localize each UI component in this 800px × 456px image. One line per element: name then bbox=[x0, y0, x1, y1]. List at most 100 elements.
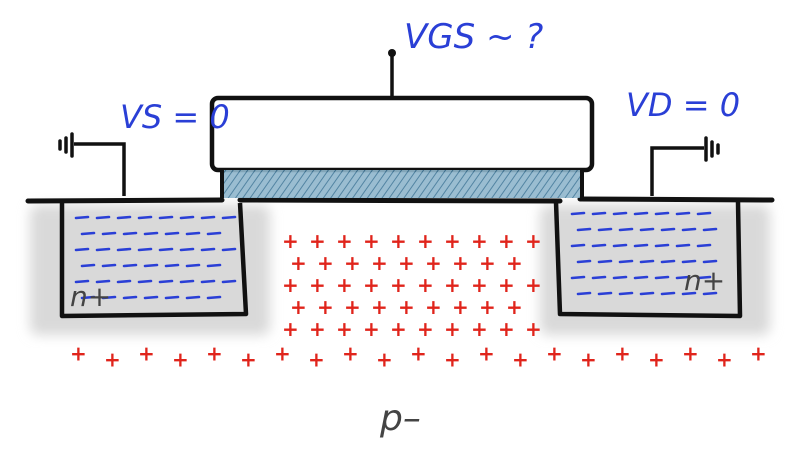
electron-mark bbox=[200, 215, 216, 220]
electron-mark bbox=[681, 227, 697, 232]
electron-mark bbox=[633, 211, 649, 216]
electron-mark bbox=[137, 215, 153, 220]
hole-mark: + bbox=[344, 251, 361, 275]
hole-mark: + bbox=[398, 295, 415, 319]
hole-mark: + bbox=[471, 229, 488, 253]
hole-mark: + bbox=[376, 347, 393, 371]
electron-mark bbox=[639, 291, 655, 296]
electron-mark bbox=[702, 259, 718, 264]
gate-oxide-outline bbox=[220, 170, 584, 198]
electron-mark bbox=[660, 259, 676, 264]
electron-mark bbox=[179, 247, 195, 252]
hole-mark: + bbox=[525, 229, 542, 253]
electron-mark bbox=[570, 275, 586, 280]
source-electrons bbox=[74, 215, 237, 300]
electron-mark bbox=[95, 279, 111, 284]
electron-mark bbox=[185, 295, 201, 300]
electron-mark bbox=[200, 247, 216, 252]
drain-terminal-wire bbox=[650, 146, 704, 196]
hole-mark: + bbox=[425, 295, 442, 319]
electron-mark bbox=[702, 227, 718, 232]
electron-mark bbox=[143, 231, 159, 236]
hole-mark: + bbox=[309, 273, 326, 297]
electron-mark bbox=[675, 243, 691, 248]
electron-mark bbox=[660, 227, 676, 232]
electron-mark bbox=[158, 247, 174, 252]
electron-mark bbox=[675, 275, 691, 280]
electron-mark bbox=[639, 259, 655, 264]
electron-mark bbox=[95, 247, 111, 252]
hole-mark: + bbox=[206, 341, 223, 365]
hole-mark: + bbox=[342, 341, 359, 365]
vs-label: VS = 0 bbox=[120, 98, 230, 136]
hole-mark: + bbox=[498, 317, 515, 341]
electron-mark bbox=[633, 275, 649, 280]
hole-mark: + bbox=[363, 229, 380, 253]
electron-mark bbox=[618, 227, 634, 232]
electron-mark bbox=[74, 247, 90, 252]
electron-mark bbox=[591, 211, 607, 216]
electron-mark bbox=[612, 275, 628, 280]
drain-well bbox=[553, 201, 743, 319]
well-shadow bbox=[30, 205, 770, 335]
hole-mark: + bbox=[371, 295, 388, 319]
electron-mark bbox=[164, 263, 180, 268]
electron-mark bbox=[576, 291, 592, 296]
hole-mark: + bbox=[471, 317, 488, 341]
hole-mark: + bbox=[444, 347, 461, 371]
hole-mark: + bbox=[682, 341, 699, 365]
source-terminal-wire bbox=[74, 142, 126, 196]
electron-mark bbox=[74, 215, 90, 220]
drain-region-label: n+ bbox=[684, 264, 725, 297]
electron-mark bbox=[206, 295, 222, 300]
electron-mark bbox=[116, 247, 132, 252]
electron-mark bbox=[702, 291, 718, 296]
electron-mark bbox=[675, 211, 691, 216]
electron-mark bbox=[696, 243, 712, 248]
hole-mark: + bbox=[390, 229, 407, 253]
electron-mark bbox=[576, 259, 592, 264]
vd-label: VD = 0 bbox=[626, 86, 740, 124]
electron-mark bbox=[80, 295, 96, 300]
electron-mark bbox=[591, 275, 607, 280]
hole-mark: + bbox=[471, 273, 488, 297]
hole-mark: + bbox=[138, 341, 155, 365]
electron-mark bbox=[633, 243, 649, 248]
source-region-label: n+ bbox=[70, 280, 111, 313]
electron-mark bbox=[137, 279, 153, 284]
hole-mark: + bbox=[290, 251, 307, 275]
electron-mark bbox=[612, 211, 628, 216]
hole-mark: + bbox=[336, 273, 353, 297]
hole-mark: + bbox=[716, 347, 733, 371]
hole-mark: + bbox=[512, 347, 529, 371]
electron-mark bbox=[639, 227, 655, 232]
hole-mark: + bbox=[344, 295, 361, 319]
hole-mark: + bbox=[390, 317, 407, 341]
electron-mark bbox=[101, 263, 117, 268]
hole-mark: + bbox=[444, 229, 461, 253]
drain-electrons bbox=[570, 211, 718, 296]
hole-mark: + bbox=[580, 347, 597, 371]
electron-mark bbox=[122, 231, 138, 236]
electron-mark bbox=[612, 243, 628, 248]
electron-mark bbox=[74, 279, 90, 284]
electron-mark bbox=[696, 211, 712, 216]
ground-icon bbox=[704, 136, 720, 162]
electron-mark bbox=[206, 263, 222, 268]
gate-oxide bbox=[222, 170, 582, 198]
electron-mark bbox=[164, 295, 180, 300]
hole-mark: + bbox=[282, 229, 299, 253]
hole-mark: + bbox=[750, 341, 767, 365]
electron-mark bbox=[122, 295, 138, 300]
ground-icon bbox=[58, 132, 74, 158]
electron-mark bbox=[654, 243, 670, 248]
substrate-surface bbox=[25, 196, 775, 204]
hole-mark: + bbox=[525, 273, 542, 297]
source-well bbox=[59, 202, 249, 319]
substrate-label: p– bbox=[379, 398, 421, 439]
hole-mark: + bbox=[308, 347, 325, 371]
electron-mark bbox=[654, 275, 670, 280]
electron-mark bbox=[597, 259, 613, 264]
hole-mark: + bbox=[317, 251, 334, 275]
